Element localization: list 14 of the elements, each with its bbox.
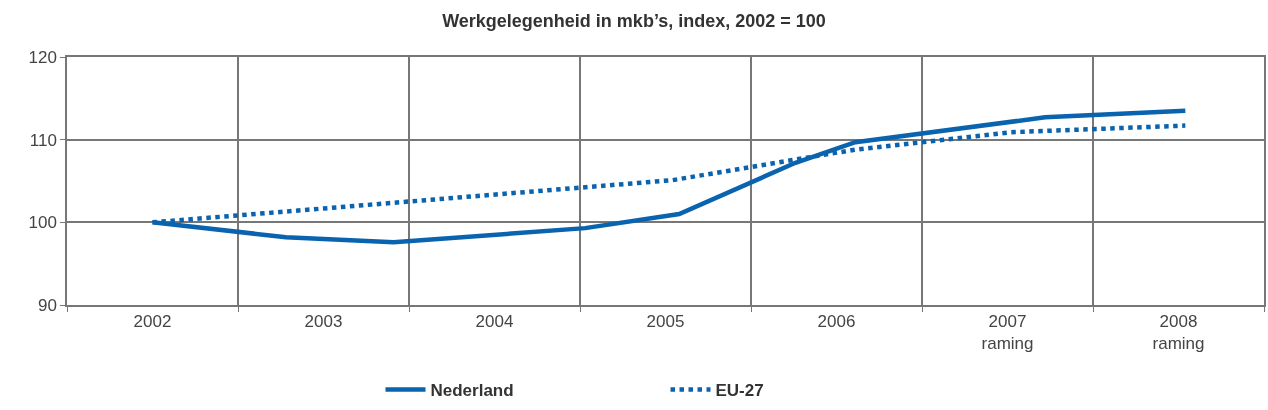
x-tick-label: 2006 — [817, 312, 856, 332]
x-tick-label: 2004 — [475, 312, 514, 332]
x-tick-label: 2007 raming — [981, 312, 1034, 354]
x-tick-label: 2008 raming — [1152, 312, 1205, 354]
y-tick-label: 100 — [28, 213, 57, 233]
y-tick-label: 90 — [37, 295, 57, 315]
x-tick-label: 2002 — [133, 312, 172, 332]
chart-title: Werkgelegenheid in mkb’s, index, 2002 = 100 — [442, 10, 826, 31]
x-tick-label: 2003 — [304, 312, 343, 332]
legend-label: EU-27 — [715, 381, 764, 401]
y-tick-label: 110 — [29, 130, 57, 150]
x-tick-label: 2005 — [646, 312, 685, 332]
y-tick-label: 120 — [28, 47, 57, 67]
legend-label: Nederland — [430, 381, 514, 401]
